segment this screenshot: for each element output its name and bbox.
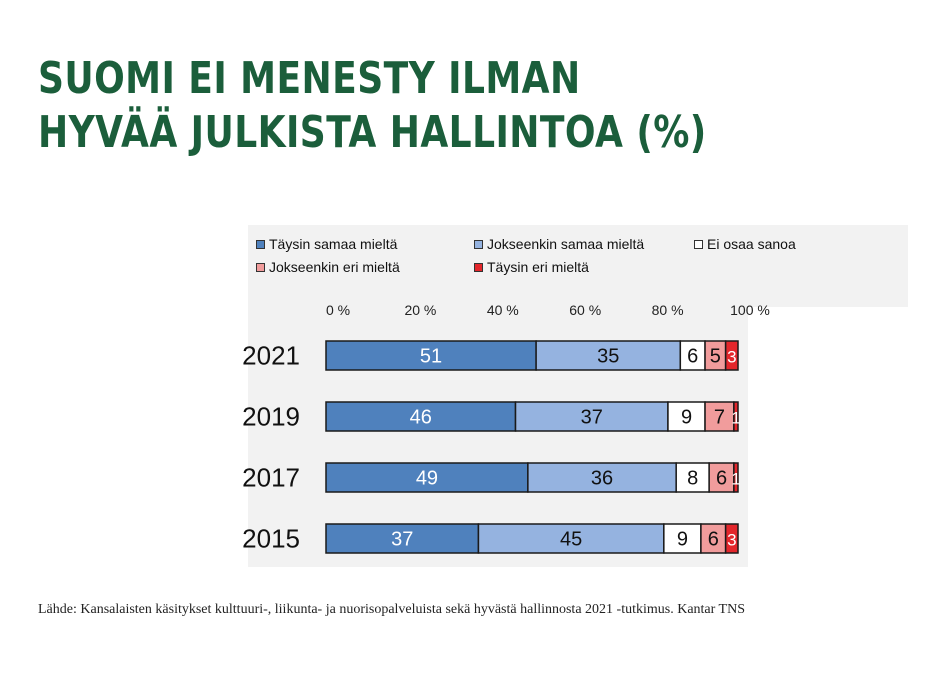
data-label: 35 [597, 346, 619, 368]
x-tick-label: 100 % [730, 302, 770, 318]
y-category-label: 2017 [242, 463, 300, 493]
bar-segment [325, 340, 537, 371]
data-label: 9 [677, 529, 688, 551]
data-label: 6 [716, 468, 727, 490]
data-label: 7 [714, 407, 725, 429]
data-label: 45 [560, 529, 582, 551]
page-title-line-2: HYVÄÄ JULKISTA HALLINTOA (%) [38, 107, 707, 158]
data-label: 37 [581, 407, 603, 429]
bar-segment [325, 523, 480, 554]
x-tick-label: 60 % [569, 302, 601, 318]
bar-segment [724, 523, 739, 554]
bar-segment [514, 401, 669, 432]
bar-segment [663, 523, 702, 554]
data-label: 3 [727, 531, 736, 550]
y-category-label: 2019 [242, 402, 300, 432]
data-label: 46 [410, 407, 432, 429]
data-label: 36 [591, 468, 613, 490]
bar-segment [700, 523, 727, 554]
data-label: 49 [416, 468, 438, 490]
data-label: 1 [731, 470, 740, 489]
y-category-label: 2021 [242, 341, 300, 371]
bar-segment [325, 401, 517, 432]
page-title: SUOMI EI MENESTY ILMAN HYVÄÄ JULKISTA HA… [38, 52, 707, 160]
x-tick-label: 0 % [326, 302, 350, 318]
source-note: Lähde: Kansalaisten käsitykset kulttuuri… [38, 602, 745, 617]
legend-swatch [474, 262, 483, 272]
legend-label: Ei osaa sanoa [707, 236, 796, 252]
legend-label: Täysin samaa mieltä [269, 236, 398, 252]
bar-segment [667, 401, 706, 432]
data-label: 9 [681, 407, 692, 429]
data-label: 6 [708, 529, 719, 551]
data-label: 5 [710, 346, 721, 368]
bar-segment [733, 462, 739, 493]
legend-swatch [256, 239, 265, 249]
bar-segment [724, 340, 739, 371]
data-label: 51 [420, 346, 442, 368]
x-tick-label: 40 % [487, 302, 519, 318]
legend-label: Täysin eri mieltä [487, 259, 589, 275]
page-title-line-1: SUOMI EI MENESTY ILMAN [38, 53, 581, 104]
data-label: 1 [731, 409, 740, 428]
data-label: 6 [687, 346, 698, 368]
legend-swatch [474, 239, 483, 249]
y-category-label: 2015 [242, 524, 300, 554]
bar-segment [477, 523, 665, 554]
bar-segment [535, 340, 682, 371]
x-tick-label: 20 % [404, 302, 436, 318]
data-label: 37 [391, 529, 413, 551]
legend-panel: Täysin samaa mieltä Jokseenkin samaa mie… [248, 225, 908, 307]
data-label: 8 [687, 468, 698, 490]
legend-label: Jokseenkin eri mieltä [269, 259, 400, 275]
bar-segment [679, 340, 706, 371]
x-tick-label: 80 % [652, 302, 684, 318]
legend-label: Jokseenkin samaa mieltä [487, 236, 645, 252]
legend-swatch [694, 239, 703, 249]
legend-swatch [256, 262, 265, 272]
legend-item-taysin-samaa: Täysin samaa mieltä [256, 236, 397, 252]
bar-segment [675, 462, 710, 493]
data-label: 3 [727, 348, 736, 367]
legend-item-jokseenkin-eri: Jokseenkin eri mieltä [256, 259, 400, 275]
bar-segment [733, 401, 739, 432]
legend-item-jokseenkin-samaa: Jokseenkin samaa mieltä [474, 236, 644, 252]
legend-item-taysin-eri: Täysin eri mieltä [474, 259, 589, 275]
legend-item-ei-osaa-sanoa: Ei osaa sanoa [694, 236, 796, 252]
